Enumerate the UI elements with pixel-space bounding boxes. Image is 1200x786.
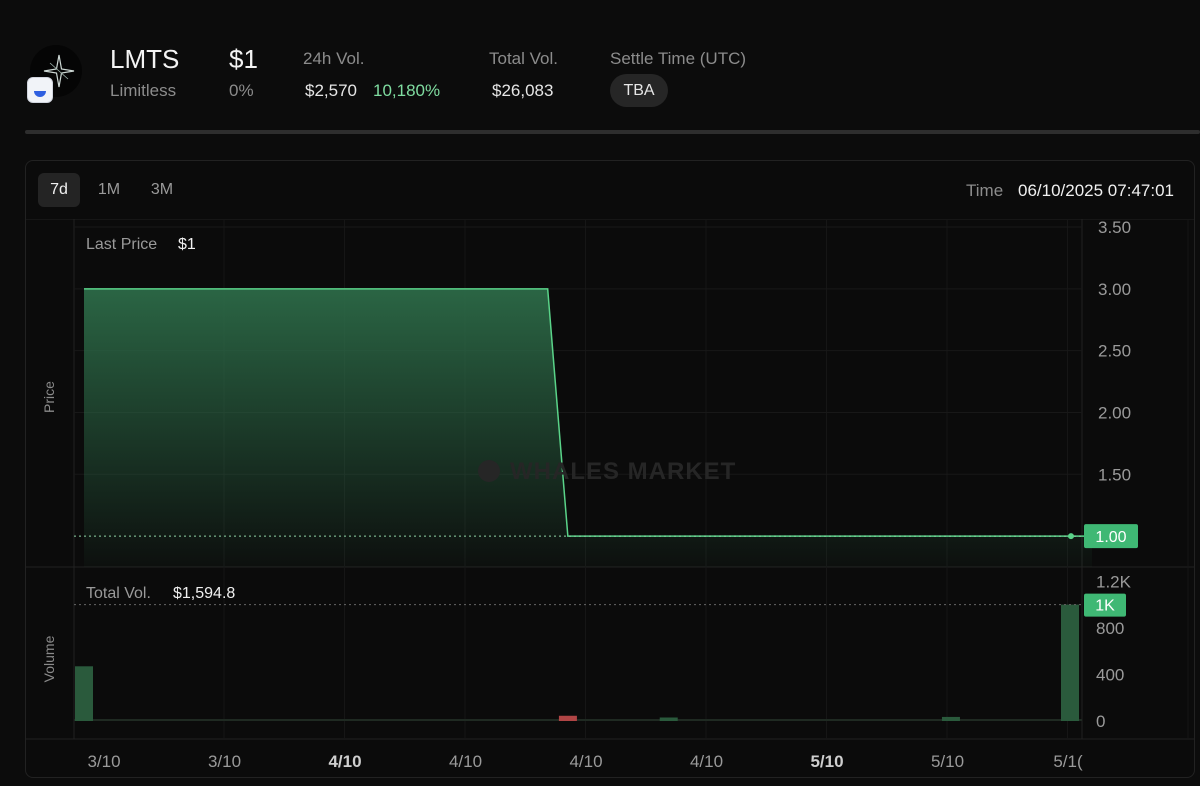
tab-1m[interactable]: 1M [97,181,121,198]
x-tick-label: 5/10 [810,752,843,771]
price-area [84,288,1092,567]
x-tick-label: 4/10 [690,752,723,771]
x-tick-label: 4/10 [569,752,602,771]
x-tick-label: 5/10 [931,752,964,771]
price-tick-label: 2.50 [1098,342,1131,361]
token-name: Limitless [110,81,177,100]
x-tick-label: 4/10 [449,752,482,771]
time-value: 06/10/2025 07:47:01 [1018,181,1174,200]
volume-tick-label: 400 [1096,665,1124,684]
price-tick-label: 1.50 [1098,465,1131,484]
price-change: 0% [229,81,254,100]
price-legend-value: $1 [178,236,196,253]
volume-bar [659,717,678,721]
volume-tick-label: 800 [1096,619,1124,638]
last-price-marker [1068,533,1074,540]
x-tick-label: 4/10 [328,752,361,771]
tab-7d[interactable]: 7d [38,173,80,207]
last-price-badge-label: 1.00 [1095,529,1126,546]
volume-legend-value: $1,594.8 [173,585,235,602]
chart-panel: 7d 1M 3M Time 06/10/2025 07:47:01 3.50 3.… [25,160,1195,778]
last-volume-badge-label: 1K [1095,598,1115,615]
vol24h-label: 24h Vol. [303,49,365,68]
price-axis-title: Price [41,381,57,413]
sparkle-icon [43,54,75,88]
volume-tick-label: 1.2K [1096,572,1132,591]
last-volume-badge [1084,593,1126,617]
volume-bar [558,715,577,721]
price-tick-label: 3.50 [1098,219,1131,237]
token-price: $1 [229,44,258,74]
watermark-text: WHALES MARKET [510,458,736,485]
x-tick-label: 5/1( [1053,752,1083,771]
total-vol-label: Total Vol. [489,49,558,68]
token-header: LMTS Limitless $1 0% 24h Vol. $2,570 10,… [0,0,1200,130]
volume-legend-label: Total Vol. [86,585,151,602]
settle-time-label: Settle Time (UTC) [610,49,747,68]
price-legend-label: Last Price [86,236,157,253]
total-vol-value: $26,083 [492,81,554,100]
volume-tick-label: 0 [1096,712,1105,731]
whales-logo-icon [478,460,500,482]
x-tick-label: 3/10 [208,752,241,771]
header-divider [25,130,1200,134]
token-symbol: LMTS [110,44,180,74]
x-tick-label: 3/10 [87,752,120,771]
last-price-badge [1084,524,1138,549]
settle-time-badge: TBA [610,74,668,107]
price-volume-chart[interactable]: 3.50 3.00 2.50 2.00 1.50 1.00 Last Price $1 WHAL… [26,219,1195,778]
volume-bar [1061,604,1079,721]
tab-3m[interactable]: 3M [150,181,174,198]
chain-badge-icon [27,77,53,103]
price-tick-label: 2.00 [1098,403,1131,422]
time-label: Time [966,181,1004,200]
volume-bar [941,716,960,721]
vol24h-change: 10,180% [373,81,441,100]
volume-axis-title: Volume [41,635,57,682]
price-tick-label: 3.00 [1098,280,1131,299]
volume-bar [75,666,93,721]
vol24h-value: $2,570 [305,81,357,100]
